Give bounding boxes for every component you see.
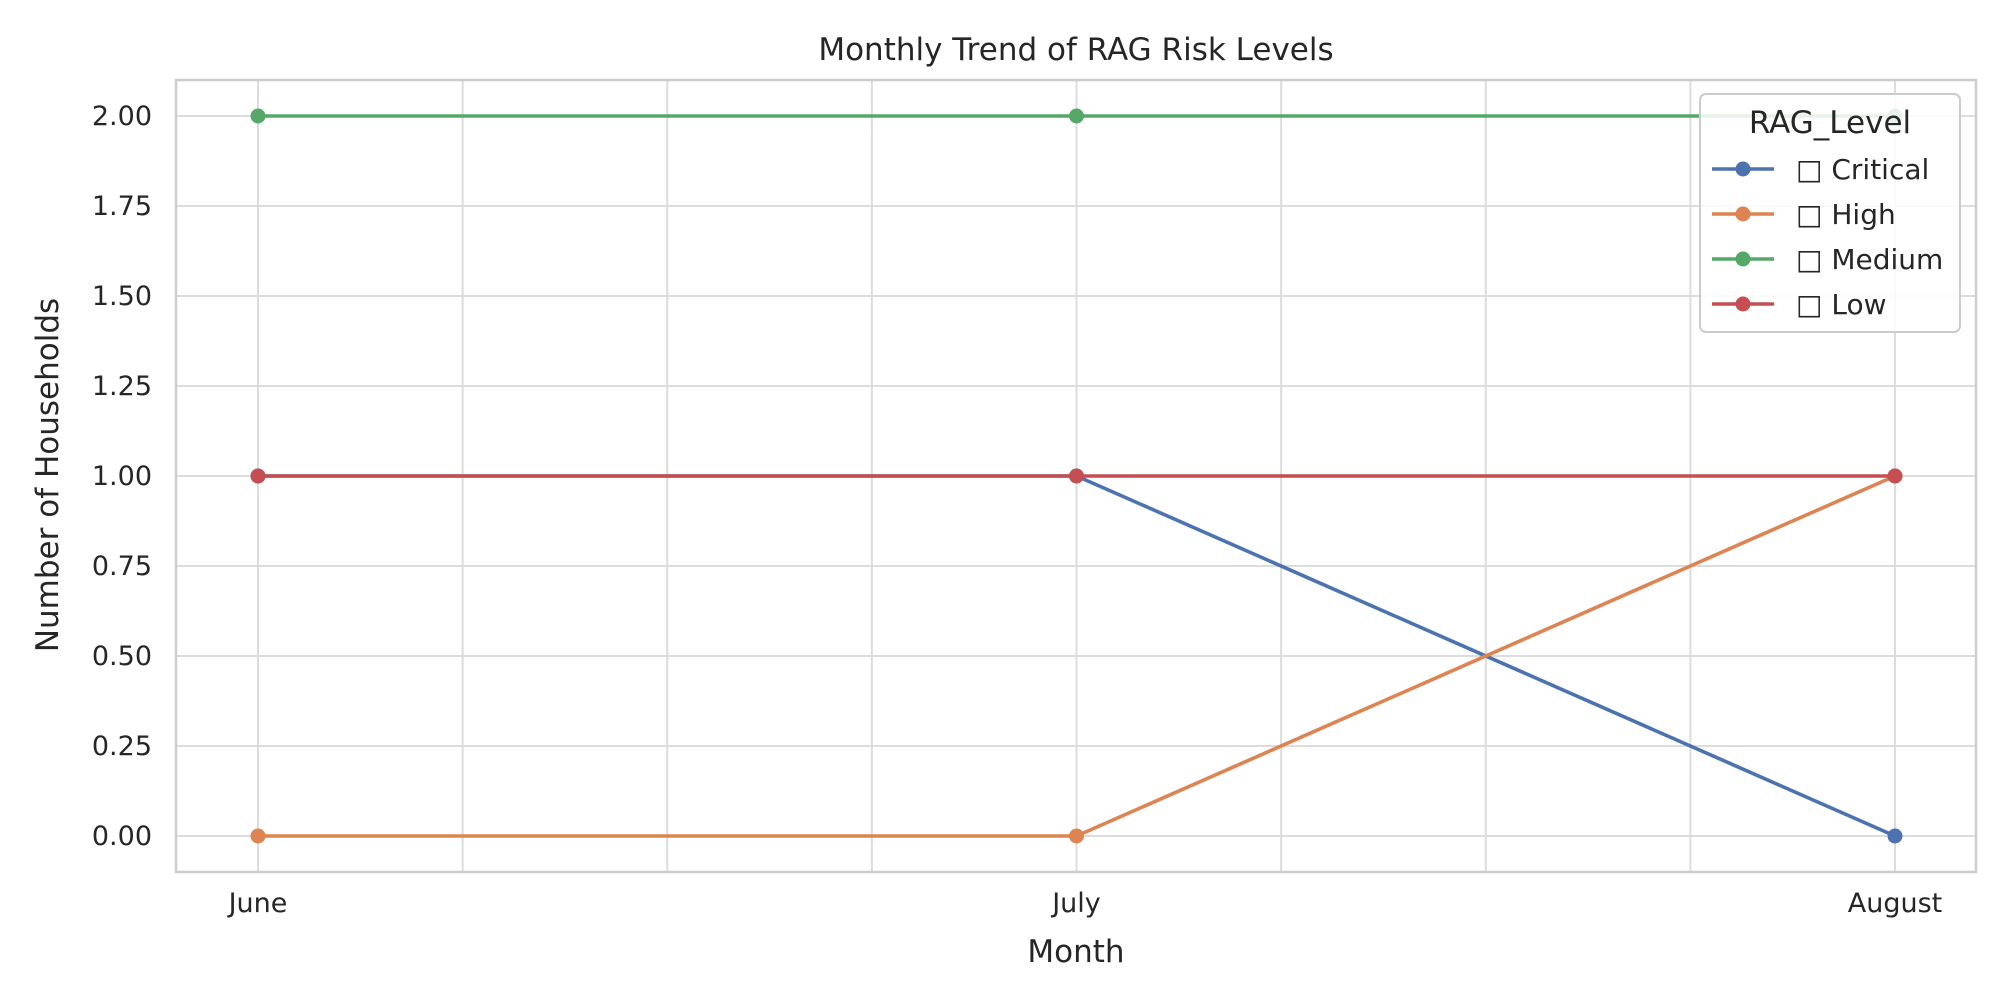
legend-title: RAG_Level bbox=[1749, 105, 1911, 141]
chart-title: Monthly Trend of RAG Risk Levels bbox=[818, 32, 1333, 68]
data-point-high bbox=[1069, 828, 1084, 844]
data-point-medium bbox=[1069, 108, 1084, 124]
legend-item-medium[interactable]: □ Medium bbox=[1712, 243, 1943, 276]
plot-frame bbox=[174, 78, 1978, 874]
data-point-low bbox=[1069, 468, 1084, 484]
y-tick-label: 1.00 bbox=[92, 461, 152, 492]
y-axis-label: Number of Households bbox=[30, 298, 66, 652]
y-tick-label: 0.50 bbox=[92, 641, 152, 672]
legend-box bbox=[1699, 93, 1961, 333]
legend-label-medium: □ Medium bbox=[1796, 243, 1943, 276]
x-tick-label: August bbox=[1848, 888, 1943, 919]
legend-item-critical[interactable]: □ Critical bbox=[1712, 153, 1929, 186]
y-tick-label: 0.25 bbox=[92, 731, 152, 762]
legend-label-low: □ Low bbox=[1796, 288, 1887, 321]
tick-labels: 0.00 0.25 0.50 0.75 1.00 1.25 1.50 1.75 2.00 June… bbox=[92, 101, 1942, 919]
data-point-low bbox=[1887, 468, 1903, 484]
legend-item-high[interactable]: □ High bbox=[1712, 198, 1896, 231]
data-point-critical bbox=[1887, 828, 1903, 844]
legend[interactable]: RAG_Level □ Critical □ High □ Medium □ Low bbox=[1699, 93, 1961, 333]
x-tick-label: July bbox=[1050, 888, 1101, 919]
legend-marker-high bbox=[1735, 206, 1751, 222]
data-point-high bbox=[250, 828, 266, 844]
legend-marker-critical bbox=[1735, 161, 1751, 177]
legend-label-critical: □ Critical bbox=[1796, 153, 1929, 186]
data-point-medium bbox=[250, 108, 266, 124]
x-axis-label: Month bbox=[1027, 934, 1124, 970]
series-low bbox=[250, 468, 1903, 484]
y-tick-label: 0.75 bbox=[92, 551, 152, 582]
legend-marker-medium bbox=[1735, 251, 1751, 267]
x-tick-label: June bbox=[227, 888, 288, 919]
data-point-low bbox=[250, 468, 266, 484]
series-medium bbox=[250, 108, 1903, 124]
y-tick-label: 1.25 bbox=[92, 371, 152, 402]
y-tick-label: 1.50 bbox=[92, 281, 152, 312]
y-tick-label: 0.00 bbox=[92, 821, 152, 852]
legend-label-high: □ High bbox=[1796, 198, 1896, 231]
legend-marker-low bbox=[1735, 296, 1751, 312]
y-tick-label: 1.75 bbox=[92, 191, 152, 222]
series-layer bbox=[250, 108, 1903, 844]
y-tick-label: 2.00 bbox=[92, 101, 152, 132]
legend-item-low[interactable]: □ Low bbox=[1712, 288, 1887, 321]
